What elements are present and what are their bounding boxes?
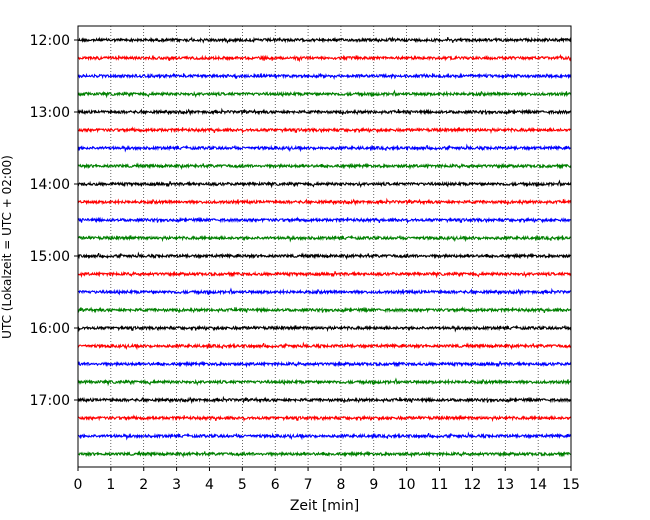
seismogram-trace bbox=[77, 306, 572, 314]
seismogram-trace bbox=[77, 395, 572, 405]
seismogram-trace bbox=[77, 36, 572, 44]
seismogram-trace bbox=[77, 234, 572, 243]
y-tick-label: 13:00 bbox=[30, 105, 70, 121]
seismogram-trace bbox=[77, 197, 572, 207]
seismogram-trace bbox=[77, 53, 572, 63]
y-axis-label: UTC (Lokalzeit = UTC + 02:00) bbox=[0, 155, 14, 339]
seismogram-trace bbox=[77, 89, 572, 99]
y-tick-label: 14:00 bbox=[30, 177, 70, 193]
x-tick-label: 0 bbox=[74, 477, 83, 493]
x-tick-label: 11 bbox=[431, 477, 449, 493]
plot-frame bbox=[77, 25, 572, 468]
x-tick-label: 4 bbox=[205, 477, 214, 493]
seismogram-trace bbox=[77, 450, 572, 459]
y-tick-label: 16:00 bbox=[30, 321, 70, 337]
x-tick-label: 10 bbox=[398, 477, 416, 493]
seismogram-trace bbox=[77, 270, 572, 279]
x-tick-label: 2 bbox=[139, 477, 148, 493]
seismogram-trace bbox=[77, 162, 572, 171]
x-tick-label: 8 bbox=[336, 477, 345, 493]
seismogram-trace bbox=[77, 216, 572, 225]
seismogram-trace bbox=[77, 377, 572, 387]
seismogram-trace bbox=[77, 431, 572, 441]
x-tick-label: 12 bbox=[463, 477, 481, 493]
seismogram-trace bbox=[77, 72, 572, 81]
seismogram-trace bbox=[77, 287, 572, 297]
trace-group bbox=[77, 36, 572, 459]
y-tick-label: 12:00 bbox=[30, 33, 70, 49]
seismogram-trace bbox=[77, 324, 572, 333]
y-tick-label: 17:00 bbox=[30, 393, 70, 409]
x-tick-label: 15 bbox=[562, 477, 580, 493]
x-tick-label: 7 bbox=[304, 477, 313, 493]
x-tick-label: 14 bbox=[529, 477, 547, 493]
x-tick-label: 13 bbox=[496, 477, 514, 493]
seismogram-trace bbox=[77, 251, 572, 261]
x-axis-label: Zeit [min] bbox=[290, 498, 359, 514]
x-tick-label: 1 bbox=[106, 477, 115, 493]
y-axis-ticks: 12:00 13:00 14:00 15:00 16:00 17:00 bbox=[30, 33, 78, 409]
seismogram-trace bbox=[77, 179, 572, 189]
seismogram-trace bbox=[77, 143, 572, 153]
x-tick-label: 9 bbox=[369, 477, 378, 493]
y-tick-label: 15:00 bbox=[30, 249, 70, 265]
seismogram-trace bbox=[77, 360, 572, 368]
x-tick-label: 5 bbox=[238, 477, 247, 493]
seismogram-trace bbox=[77, 341, 572, 351]
x-tick-label: 3 bbox=[172, 477, 181, 493]
x-axis-ticks: 0 1 2 3 4 5 6 7 8 9 10 11 12 13 14 15 bbox=[74, 467, 580, 493]
seismogram-trace bbox=[77, 107, 572, 117]
x-tick-label: 6 bbox=[271, 477, 280, 493]
seismogram-trace bbox=[77, 414, 572, 423]
seismogram-trace bbox=[77, 126, 572, 135]
